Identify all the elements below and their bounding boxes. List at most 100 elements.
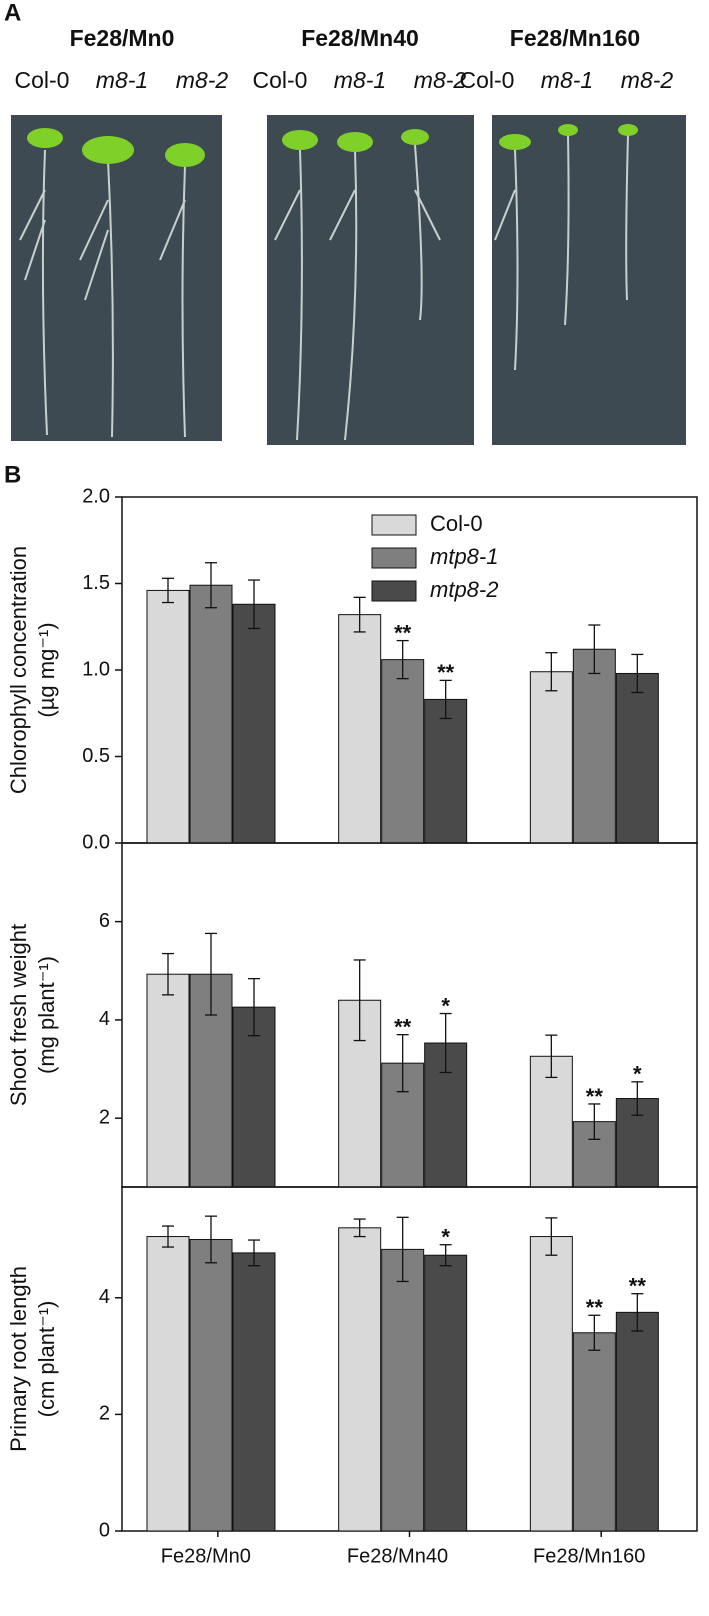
error-bar xyxy=(439,679,452,720)
group-title: Fe28/Mn40 xyxy=(301,25,419,51)
error-bar xyxy=(631,1081,644,1116)
error-bar xyxy=(545,652,558,692)
error-bar xyxy=(205,562,217,609)
bar xyxy=(529,1055,573,1188)
y-tick-label: 0.0 xyxy=(82,831,110,853)
error-bar xyxy=(396,1034,409,1093)
y-tick-label: 1.5 xyxy=(82,572,110,594)
bar xyxy=(381,659,425,844)
error-bar xyxy=(545,1217,558,1256)
significance-label: ** xyxy=(437,660,455,685)
genotype-label: m8-2 xyxy=(414,67,467,93)
error-bar xyxy=(588,1103,601,1140)
y-tick-label: 0.5 xyxy=(82,745,110,767)
error-bar xyxy=(631,1293,644,1332)
x-tick-label: Fe28/Mn160 xyxy=(533,1545,645,1567)
leaves xyxy=(27,124,638,167)
error-bar xyxy=(162,952,174,996)
error-bar xyxy=(631,653,644,694)
photo xyxy=(11,115,222,441)
bar xyxy=(338,614,382,844)
y-axis-label: Primary root length xyxy=(6,1266,31,1452)
error-bar xyxy=(353,596,366,633)
bar xyxy=(572,648,616,844)
x-tick-label: Fe28/Mn40 xyxy=(347,1545,448,1567)
genotype-label: m8-1 xyxy=(541,67,593,93)
y-tick-label: 2 xyxy=(99,1106,110,1128)
bar xyxy=(232,1252,276,1532)
significance-label: * xyxy=(441,1225,450,1250)
error-bar xyxy=(588,624,601,675)
significance-label: * xyxy=(633,1062,642,1087)
bar xyxy=(424,698,468,844)
bar xyxy=(615,672,659,844)
y-tick-label: 4 xyxy=(99,1008,110,1030)
bar xyxy=(146,973,190,1188)
bar xyxy=(189,584,233,844)
bar xyxy=(529,671,573,844)
genotype-label: Col-0 xyxy=(15,67,70,93)
error-bar xyxy=(162,577,174,604)
genotype-label: Col-0 xyxy=(460,67,515,93)
bar xyxy=(232,603,276,844)
roots xyxy=(19,134,629,441)
error-bar xyxy=(205,1215,217,1264)
legend-swatch xyxy=(371,580,417,602)
y-tick-label: 4 xyxy=(99,1286,110,1308)
y-axis-unit: (µg mg⁻¹) xyxy=(34,622,59,717)
y-axis-label: Shoot fresh weight xyxy=(6,924,31,1106)
bar xyxy=(381,1248,425,1532)
legend-label: mtp8-2 xyxy=(430,577,498,602)
bar xyxy=(189,973,233,1188)
error-bar xyxy=(248,977,260,1037)
y-tick-label: 6 xyxy=(99,910,110,932)
panel-label: A xyxy=(4,0,21,26)
panel-label: B xyxy=(4,461,21,488)
photo xyxy=(492,115,686,445)
legend-swatch xyxy=(371,547,417,569)
legend-label: mtp8-1 xyxy=(430,544,498,569)
significance-label: ** xyxy=(629,1274,647,1299)
group-title: Fe28/Mn160 xyxy=(510,25,640,51)
bar xyxy=(146,1236,190,1532)
error-bar xyxy=(248,1239,260,1267)
bar xyxy=(338,1227,382,1532)
bar xyxy=(232,1006,276,1188)
error-bar xyxy=(353,1218,366,1238)
significance-label: ** xyxy=(394,620,412,645)
y-axis-unit: (cm plant⁻¹) xyxy=(34,1301,59,1418)
y-tick-label: 1.0 xyxy=(82,658,110,680)
y-tick-label: 0 xyxy=(99,1519,110,1541)
bar xyxy=(529,1236,573,1532)
x-tick-label: Fe28/Mn0 xyxy=(161,1545,251,1567)
error-bar xyxy=(396,639,409,680)
significance-label: ** xyxy=(394,1014,412,1039)
photo xyxy=(267,115,474,445)
error-bar xyxy=(205,932,217,1016)
error-bar xyxy=(396,1216,409,1283)
bar xyxy=(424,1254,468,1532)
y-axis-unit: (mg plant⁻¹) xyxy=(34,956,59,1074)
y-tick-label: 2.0 xyxy=(82,485,110,507)
legend-swatch xyxy=(371,514,417,536)
significance-label: ** xyxy=(586,1084,604,1109)
group-title: Fe28/Mn0 xyxy=(70,25,175,51)
error-bar xyxy=(439,1244,452,1267)
genotype-label: m8-1 xyxy=(334,67,386,93)
bar xyxy=(615,1311,659,1532)
genotype-label: m8-2 xyxy=(621,67,674,93)
genotype-label: m8-1 xyxy=(96,67,148,93)
bar xyxy=(572,1332,616,1532)
y-axis-label: Chlorophyll concentration xyxy=(6,546,31,794)
genotype-label: m8-2 xyxy=(176,67,229,93)
error-bar xyxy=(588,1314,601,1351)
error-bar xyxy=(353,959,366,1042)
error-bar xyxy=(248,579,260,630)
photos xyxy=(11,115,686,445)
error-bar xyxy=(545,1034,558,1079)
error-bar xyxy=(162,1225,174,1248)
bar xyxy=(189,1238,233,1532)
error-bar xyxy=(439,1012,452,1074)
genotype-label: Col-0 xyxy=(253,67,308,93)
